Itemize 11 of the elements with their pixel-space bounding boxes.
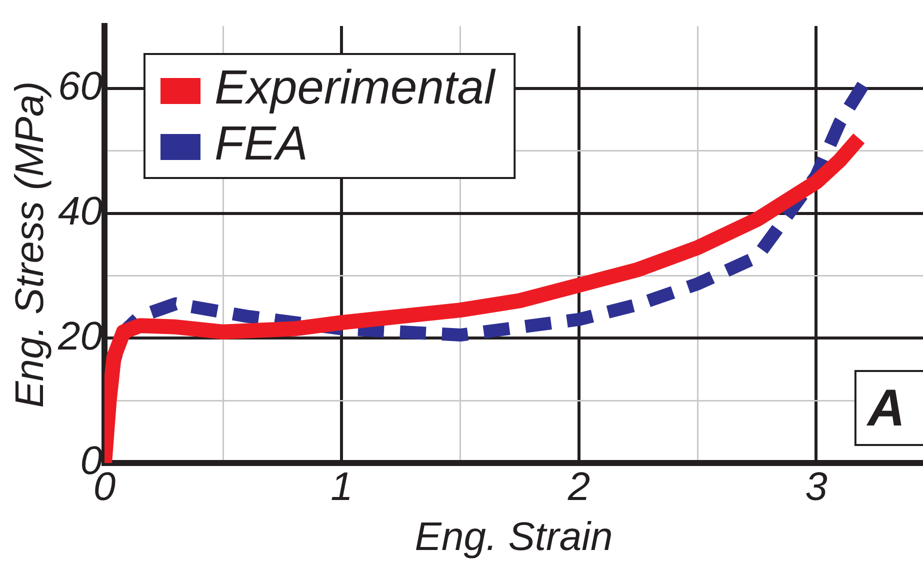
y-tick-label: 40 xyxy=(58,189,102,234)
x-axis-title: Eng. Strain xyxy=(414,515,613,560)
x-tick-label: 1 xyxy=(330,465,353,510)
x-tick-label: 2 xyxy=(566,465,590,510)
legend-label: FEA xyxy=(214,117,308,170)
legend-label: Experimental xyxy=(214,61,496,114)
y-axis-title: Eng. Stress (MPa) xyxy=(8,81,52,408)
y-tick-label: 60 xyxy=(58,64,102,109)
x-tick-label: 3 xyxy=(805,465,828,510)
annotation: A xyxy=(865,379,906,438)
y-tick-label: 20 xyxy=(56,314,102,358)
